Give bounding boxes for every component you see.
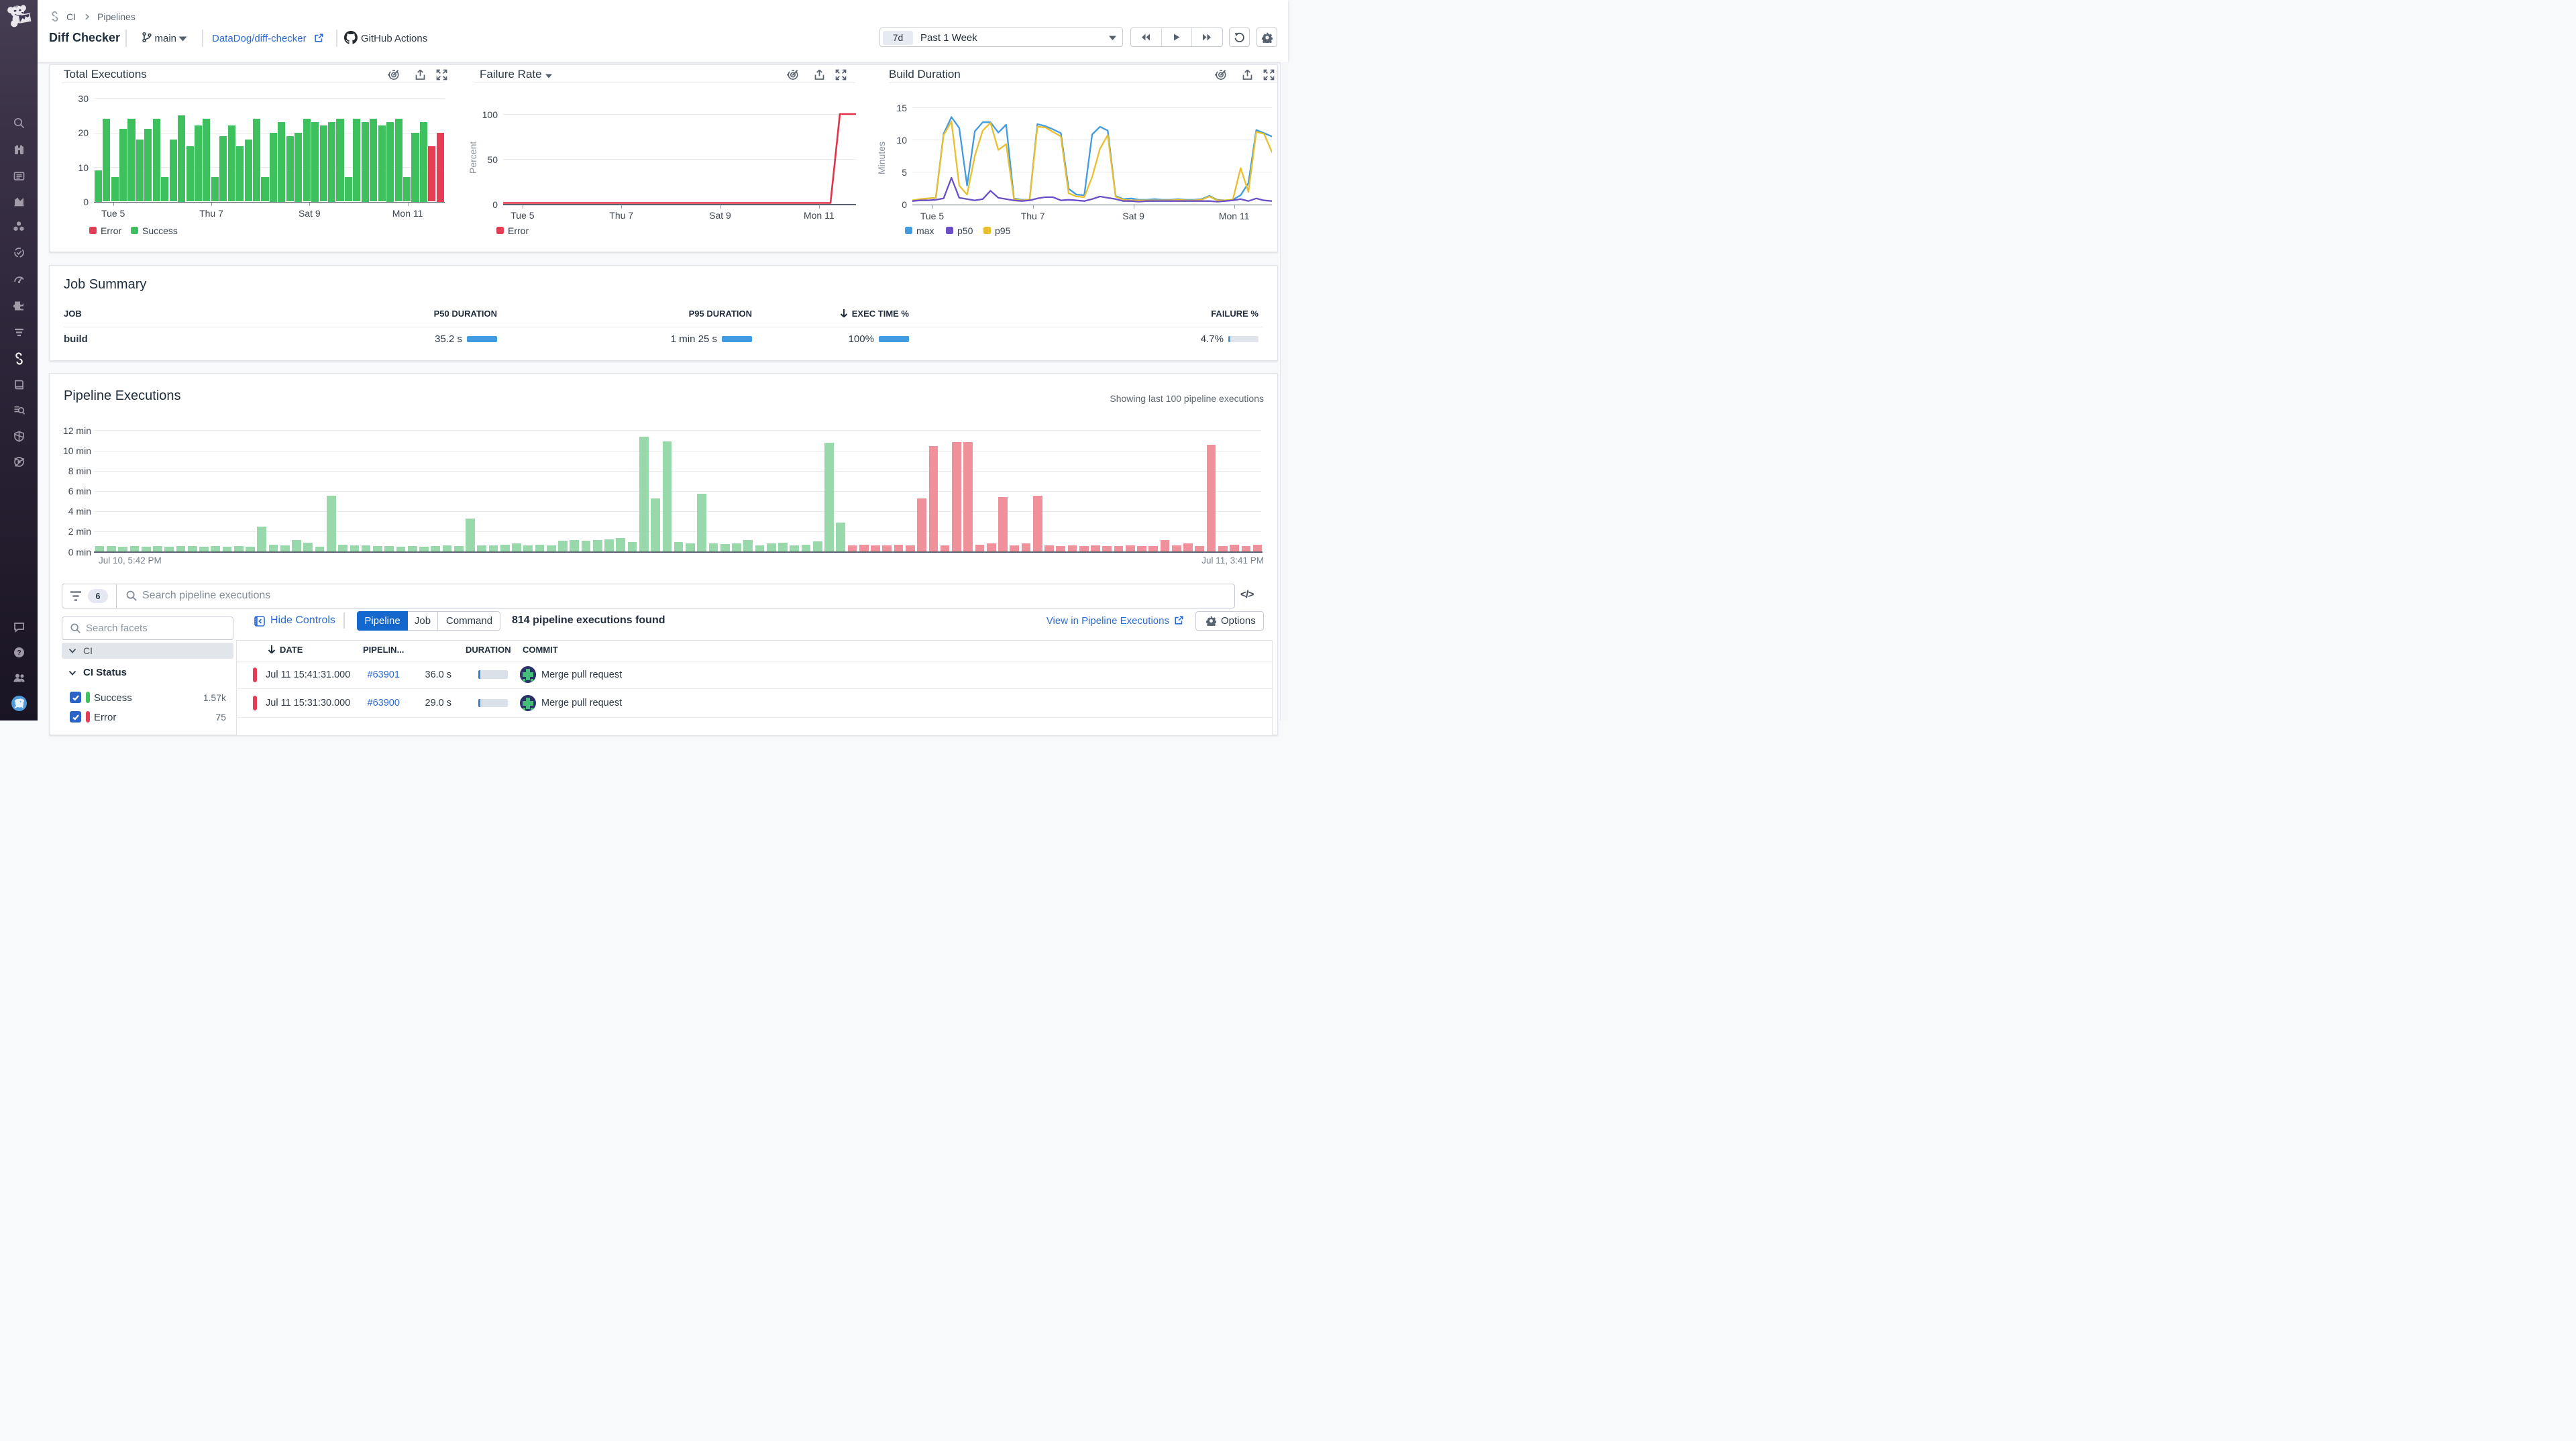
- svg-text:?: ?: [17, 649, 21, 657]
